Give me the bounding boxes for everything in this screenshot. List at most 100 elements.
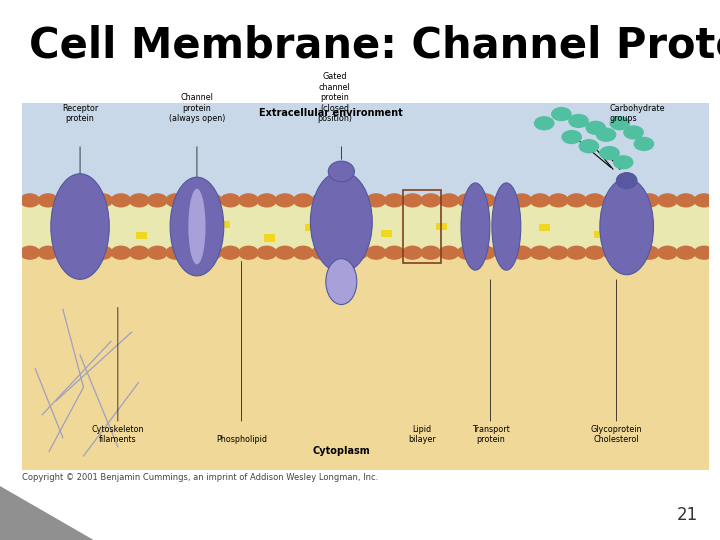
Circle shape [457,194,477,207]
Circle shape [640,246,659,259]
Circle shape [184,246,204,259]
Circle shape [494,246,513,259]
Bar [594,231,605,239]
Bar [219,220,230,228]
Circle shape [658,246,678,259]
Circle shape [93,246,112,259]
Ellipse shape [461,183,490,270]
Circle shape [534,117,554,130]
Circle shape [20,194,40,207]
Circle shape [624,126,643,139]
Circle shape [610,117,629,130]
Circle shape [148,194,167,207]
Circle shape [585,246,604,259]
Circle shape [57,246,76,259]
Bar [136,232,148,239]
Circle shape [312,194,331,207]
Bar [539,224,549,231]
Circle shape [658,194,678,207]
Circle shape [239,194,258,207]
Polygon shape [22,226,709,470]
Circle shape [38,246,58,259]
Circle shape [476,246,495,259]
Ellipse shape [326,259,357,305]
Ellipse shape [616,173,637,188]
Text: Phospholipid: Phospholipid [216,435,267,444]
Circle shape [585,194,604,207]
Bar [403,190,441,263]
Text: Gated
channel
protein
(closed
position): Gated channel protein (closed position) [317,72,352,123]
Circle shape [202,194,222,207]
Circle shape [613,156,633,168]
Circle shape [562,131,581,144]
Circle shape [184,194,204,207]
Circle shape [600,147,619,159]
Ellipse shape [189,188,205,265]
Circle shape [552,107,571,120]
Ellipse shape [492,183,521,270]
Circle shape [57,194,76,207]
Circle shape [531,194,549,207]
Circle shape [93,194,112,207]
Circle shape [294,246,312,259]
Text: Extracellular environment: Extracellular environment [259,108,403,118]
Circle shape [348,194,367,207]
Circle shape [166,194,185,207]
Circle shape [457,246,477,259]
Circle shape [148,246,167,259]
Circle shape [348,246,367,259]
Text: Receptor
protein: Receptor protein [62,104,98,123]
Circle shape [166,246,185,259]
Circle shape [421,194,441,207]
Ellipse shape [310,172,372,272]
Text: Channel
protein
(always open): Channel protein (always open) [168,93,225,123]
Circle shape [569,114,588,127]
Circle shape [439,194,459,207]
Circle shape [220,194,240,207]
Circle shape [75,246,94,259]
Bar [305,224,316,231]
Polygon shape [22,103,709,226]
Bar [642,223,653,230]
Circle shape [275,246,294,259]
Circle shape [596,129,616,141]
Bar [264,234,274,242]
Circle shape [421,246,441,259]
Ellipse shape [170,177,224,276]
Circle shape [366,246,386,259]
Circle shape [366,194,386,207]
Text: Lipid
bilayer: Lipid bilayer [408,425,436,444]
Circle shape [330,194,349,207]
Circle shape [676,246,696,259]
Circle shape [38,194,58,207]
Circle shape [640,194,659,207]
Circle shape [621,246,641,259]
Bar [436,223,446,230]
Circle shape [676,194,696,207]
Circle shape [202,246,222,259]
Circle shape [580,140,598,153]
Circle shape [257,246,276,259]
Text: Glycoprotein
Cholesterol: Glycoprotein Cholesterol [590,425,642,444]
Bar [381,230,392,237]
Circle shape [603,194,623,207]
Circle shape [384,194,404,207]
Ellipse shape [328,161,354,182]
Circle shape [694,194,714,207]
Text: Transport
protein: Transport protein [472,425,510,444]
Circle shape [130,194,149,207]
Bar [95,223,106,230]
Circle shape [567,194,586,207]
Circle shape [275,194,294,207]
Circle shape [603,246,623,259]
Ellipse shape [51,174,109,279]
Circle shape [403,246,422,259]
Circle shape [694,246,714,259]
Circle shape [384,246,404,259]
Circle shape [20,246,40,259]
Text: Copyright © 2001 Benjamin Cummings, an imprint of Addison Wesley Longman, Inc.: Copyright © 2001 Benjamin Cummings, an i… [22,472,378,482]
Circle shape [112,194,130,207]
Circle shape [294,194,312,207]
Text: Cytoplasm: Cytoplasm [312,446,370,456]
Circle shape [75,194,94,207]
